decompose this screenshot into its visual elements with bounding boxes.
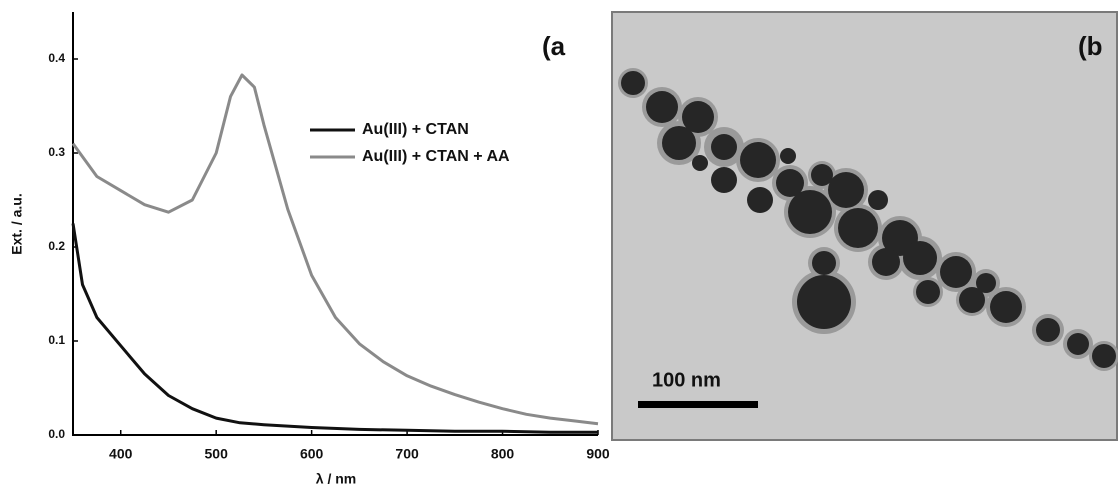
scale-bar-label: 100 nm	[652, 369, 721, 391]
axis-frame	[72, 12, 598, 436]
y-tick-label: 0.0	[48, 427, 65, 441]
panel-label: (b	[1078, 31, 1103, 61]
y-axis-label: Ext. / a.u.	[9, 193, 25, 254]
chart: (a λ / nm Ext. / a.u.	[9, 31, 566, 487]
scale-bar	[638, 401, 758, 408]
y-tick-label: 0.2	[48, 239, 65, 253]
particles	[621, 71, 1116, 368]
x-tick-label: 800	[491, 446, 515, 462]
x-tick-label: 900	[586, 446, 610, 462]
x-tick-label: 600	[300, 446, 324, 462]
panel-label: (a	[542, 31, 566, 61]
tem-image: 100 nm (b	[611, 11, 1118, 441]
y-tick-label: 0.3	[48, 145, 65, 159]
legend-label: Au(III) + CTAN	[362, 121, 469, 138]
x-tick-label: 700	[395, 446, 419, 462]
y-tick-label: 0.4	[48, 51, 65, 65]
line	[71, 223, 598, 434]
legend-label: Au(III) + CTAN + AA	[362, 148, 510, 165]
x-tick-label: 400	[109, 446, 133, 462]
x-axis-label: λ / nm	[316, 471, 356, 487]
y-tick-label: 0.1	[48, 333, 65, 347]
x-tick-label: 500	[205, 446, 229, 462]
line	[71, 73, 599, 426]
